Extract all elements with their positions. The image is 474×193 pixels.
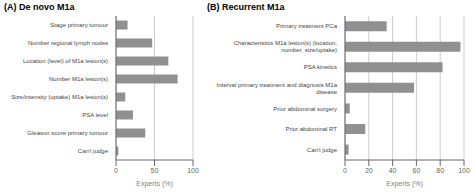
svg-text:Can't judge: Can't judge [78, 148, 109, 154]
svg-text:40: 40 [389, 167, 397, 174]
svg-text:Experts (%): Experts (%) [136, 180, 173, 188]
svg-text:Stage primary tumour: Stage primary tumour [50, 22, 108, 28]
svg-text:20: 20 [365, 167, 373, 174]
svg-text:0: 0 [343, 167, 347, 174]
svg-text:Experts (%): Experts (%) [386, 180, 423, 188]
svg-text:Characteristics M1a lesion(s): Characteristics M1a lesion(s) (location,… [234, 40, 338, 53]
svg-text:0: 0 [114, 167, 118, 174]
svg-text:50: 50 [151, 167, 159, 174]
svg-text:100: 100 [458, 167, 466, 174]
svg-text:Number regional lymph nodes: Number regional lymph nodes [28, 40, 108, 46]
svg-text:Gleason score primary tumour: Gleason score primary tumour [27, 130, 108, 136]
svg-text:100: 100 [187, 167, 199, 174]
svg-text:Size/intensity (uptake) M1a le: Size/intensity (uptake) M1a lesion(s) [11, 94, 108, 100]
html-text:(B) Recurrent M1a: (B) Recurrent M1a [207, 2, 285, 12]
svg-text:Interval primary treatment and: Interval primary treatment and diagnosis… [217, 82, 338, 95]
svg-text:Prior abdominal surgery: Prior abdominal surgery [273, 106, 337, 112]
html-text:(A) De novo M1a: (A) De novo M1a [4, 2, 75, 12]
svg-text:80: 80 [436, 167, 444, 174]
svg-text:Location (level) of M1a lesion: Location (level) of M1a lesion(s) [23, 58, 108, 64]
svg-text:PSA level: PSA level [82, 112, 108, 118]
svg-text:Prior abdominal RT: Prior abdominal RT [285, 126, 337, 132]
svg-text:Number M1a lesion(s): Number M1a lesion(s) [49, 76, 108, 82]
svg-text:Can't judge: Can't judge [307, 147, 338, 153]
svg-text:PSA kinetics: PSA kinetics [304, 64, 337, 70]
svg-text:60: 60 [413, 167, 421, 174]
svg-text:Primary treatment PCa: Primary treatment PCa [276, 23, 338, 29]
